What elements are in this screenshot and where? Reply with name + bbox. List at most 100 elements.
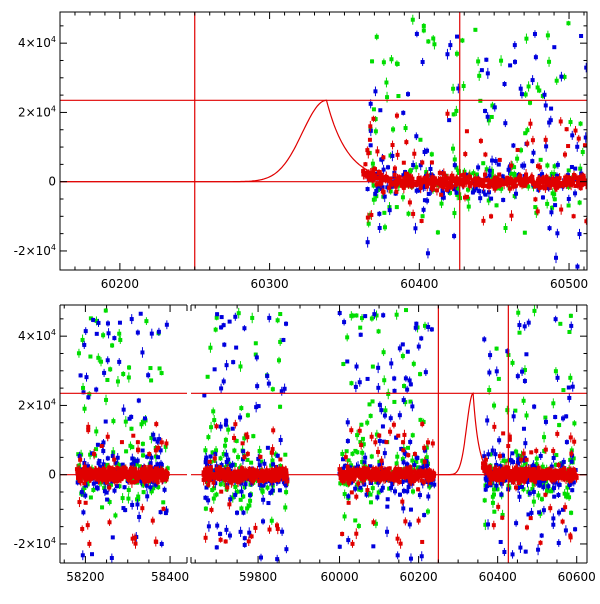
data-point [412,152,416,156]
data-point [570,177,574,181]
data-point [342,320,346,324]
data-point [448,43,452,47]
data-point [149,378,153,382]
data-point [523,131,527,135]
data-point [206,375,210,379]
data-point [386,497,390,501]
data-point [81,553,85,557]
data-point [375,35,379,39]
data-point [104,420,108,424]
data-point [370,455,374,459]
data-point [76,476,80,480]
data-point [411,163,415,167]
data-point [396,62,400,66]
data-point [395,205,399,209]
data-point [142,490,146,494]
data-point [338,545,342,549]
data-point [395,313,399,317]
data-point [128,417,132,421]
data-point [278,405,282,409]
data-point [393,166,397,170]
data-point [394,190,398,194]
data-point [401,342,405,346]
data-point [89,495,93,499]
data-point [559,119,563,123]
data-point [250,316,254,320]
data-point [237,311,241,315]
data-point [533,32,537,36]
data-point [206,435,210,439]
data-point [94,388,98,392]
data-point [440,202,444,206]
data-point [279,438,283,442]
data-point [489,197,493,201]
data-point [209,508,213,512]
data-point [111,419,115,423]
data-point [408,378,412,382]
data-point [277,358,281,362]
data-point [460,38,464,42]
data-point [153,479,157,483]
data-point [202,393,206,397]
data-point [389,486,393,490]
y-tick-label: -2×104 [14,243,56,258]
data-point [533,184,537,188]
data-point [408,440,412,444]
data-point [377,170,381,174]
data-point [99,360,103,364]
data-point [220,315,224,319]
data-point [155,462,159,466]
data-point [214,424,218,428]
data-point [203,448,207,452]
data-point [231,463,235,467]
data-point [538,165,542,169]
data-point [558,182,562,186]
data-point [129,427,133,431]
data-point [148,485,152,489]
data-point [531,151,535,155]
data-point [95,332,99,336]
data-point [499,59,503,63]
data-point [102,371,106,375]
data-point [86,395,90,399]
data-point [486,115,490,119]
data-point [207,524,211,528]
data-point [365,421,369,425]
data-point [276,454,280,458]
data-point [572,214,576,218]
data-point [266,446,270,450]
data-point [78,458,82,462]
data-point [108,367,112,371]
data-point [208,460,212,464]
data-point [241,449,245,453]
data-point [366,216,370,220]
data-point [545,202,549,206]
data-point [233,493,237,497]
data-point [111,535,115,539]
data-point [226,428,230,432]
data-point [239,406,243,410]
data-point [374,129,378,133]
data-point [432,183,436,187]
data-point [498,158,502,162]
data-point [414,322,418,326]
data-point [534,55,538,59]
data-point [140,422,144,426]
data-point [519,87,523,91]
data-point [371,117,375,121]
data-point [387,186,391,190]
data-point [84,501,88,505]
data-point [130,456,134,460]
data-point [241,441,245,445]
data-point [276,527,280,531]
data-point [383,408,387,412]
data-point [164,441,168,445]
data-point [539,158,543,162]
data-point [284,322,288,326]
data-point [160,542,164,546]
data-point [268,528,272,532]
data-point [376,366,380,370]
data-point [504,226,508,230]
data-point [164,511,168,515]
